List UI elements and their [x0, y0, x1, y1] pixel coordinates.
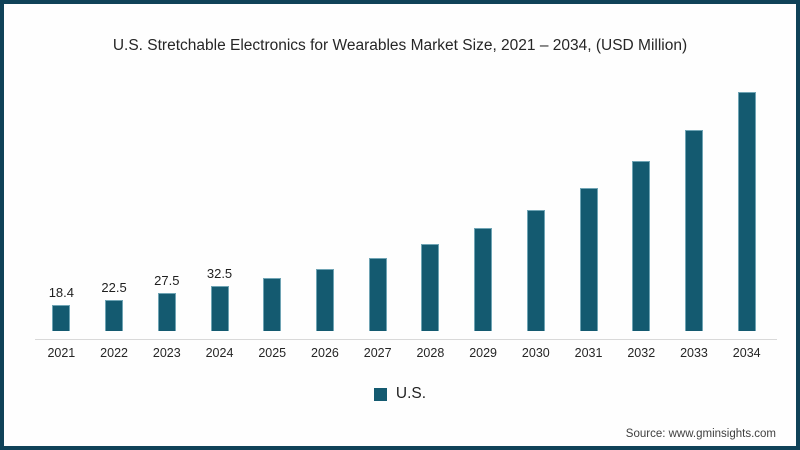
x-axis-labels: 2021 2022 2023 2024 2025 2026 2027 2028 2029 2030…	[35, 346, 773, 360]
x-tick-2021: 2021	[47, 346, 76, 360]
bar-slot-2027	[351, 238, 404, 331]
x-axis-line	[35, 339, 777, 340]
x-tick-2025: 2025	[258, 346, 287, 360]
legend-swatch-us	[373, 387, 387, 401]
bar-slot-2028	[404, 224, 457, 331]
x-tick-2032: 2032	[627, 346, 656, 360]
bar-2022	[105, 299, 124, 331]
bar-2031	[579, 188, 598, 331]
bar-2034	[737, 92, 756, 331]
x-tick-2027: 2027	[363, 346, 392, 360]
legend: U.S.	[4, 385, 796, 403]
bar-slot-2031	[562, 168, 615, 331]
bar-slot-2030	[509, 190, 562, 331]
x-tick-2024: 2024	[205, 346, 234, 360]
x-tick-2028: 2028	[416, 346, 445, 360]
source-credit: Source: www.gminsights.com	[625, 428, 776, 440]
bar-2032	[632, 161, 651, 331]
x-tick-2033: 2033	[680, 346, 708, 360]
bar-slot-2029	[457, 208, 510, 331]
bar-slot-2024: 32.5	[193, 266, 246, 331]
chart-title: U.S. Stretchable Electronics for Wearabl…	[112, 37, 688, 54]
bar-2024	[210, 285, 229, 331]
bar-slot-2022: 22.5	[88, 280, 141, 331]
bar-slot-2021: 18.4	[35, 285, 88, 331]
x-tick-2026: 2026	[311, 346, 339, 360]
bar-2021	[52, 305, 71, 331]
bar-value-label-2024: 32.5	[206, 265, 233, 281]
bar-slot-2026	[299, 249, 352, 331]
bar-2027	[368, 258, 387, 331]
bar-plot: 18.4 22.5 27.5 32.5	[35, 61, 773, 331]
bar-value-label-2021: 18.4	[48, 285, 75, 301]
bar-2033	[684, 130, 703, 331]
x-tick-2023: 2023	[152, 346, 181, 360]
bar-2028	[421, 244, 440, 331]
x-tick-2031: 2031	[574, 346, 603, 360]
bar-value-label-2022: 22.5	[101, 279, 127, 295]
bar-2030	[526, 209, 545, 331]
bar-value-label-2023: 27.5	[154, 272, 180, 288]
bar-slot-2032	[615, 141, 668, 331]
bar-slot-2034	[720, 72, 773, 331]
bar-2025	[263, 278, 282, 331]
x-tick-2029: 2029	[469, 346, 498, 360]
legend-label: U.S.	[395, 385, 427, 402]
x-tick-2030: 2030	[521, 346, 550, 360]
x-tick-2034: 2034	[732, 346, 761, 360]
bar-slot-2033	[668, 110, 721, 331]
x-tick-2022: 2022	[100, 346, 128, 360]
bar-2026	[315, 268, 334, 331]
bar-2029	[474, 228, 493, 331]
bar-slot-2025	[246, 258, 299, 331]
bar-2023	[157, 292, 176, 331]
bar-slot-2023: 27.5	[140, 273, 193, 331]
